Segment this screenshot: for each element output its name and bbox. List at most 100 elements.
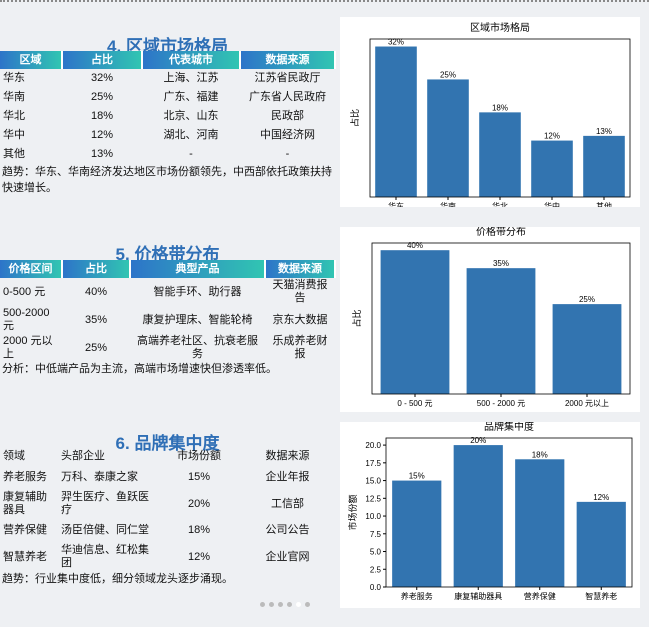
table-cell: 智能手环、助行器 bbox=[153, 285, 242, 298]
table-cell: 32% bbox=[90, 72, 114, 84]
chart-title: 区域市场格局 bbox=[470, 21, 530, 34]
header-cell: 价格区间 bbox=[0, 260, 63, 278]
table-cell: 智慧养老 bbox=[3, 550, 47, 563]
value-label: 12% bbox=[593, 493, 609, 502]
table-row: 其他 13% - - bbox=[0, 145, 335, 164]
table-cell: 广东、福建 bbox=[163, 91, 219, 103]
y-tick-label: 10.0 bbox=[365, 512, 381, 521]
table-cell: 康复护理床、智能轮椅 bbox=[142, 313, 253, 326]
bar bbox=[392, 480, 442, 587]
header-row: 价格区间 占比 典型产品 数据来源 bbox=[0, 260, 336, 278]
header-row: 区域 占比 代表城市 数据来源 bbox=[0, 51, 336, 69]
table-cell: 上海、江苏 bbox=[163, 72, 219, 84]
table-cell: 民政部 bbox=[271, 110, 304, 122]
section-title: 5. 价格带分布 bbox=[115, 245, 220, 264]
table-cell: 万科、泰康之家 bbox=[61, 471, 138, 483]
x-tick-label: 养老服务 bbox=[401, 591, 433, 601]
table-cell: 羿生医疗、鱼跃医疗 bbox=[61, 491, 149, 516]
table-cell: 华中 bbox=[3, 129, 25, 141]
header-cell: 占比 bbox=[62, 51, 143, 69]
table-cell: 企业官网 bbox=[265, 550, 310, 563]
table-cell: 华南 bbox=[3, 91, 25, 103]
value-label: 13% bbox=[596, 127, 612, 136]
data-table: 领域 头部企业 市场份额 数据来源 养老服务 万科、泰康之家 15% 企业年报 康复辅助器具 羿生… bbox=[0, 447, 335, 571]
table-cell: 0-500 元 bbox=[3, 285, 46, 298]
header-row: 领域 头部企业 市场份额 数据来源 bbox=[0, 447, 335, 465]
bar bbox=[576, 501, 626, 587]
header-cell: 区域 bbox=[0, 51, 63, 69]
header-cell: 头部企业 bbox=[61, 449, 105, 462]
y-tick-label: 7.5 bbox=[370, 530, 382, 539]
bar bbox=[375, 46, 417, 198]
table-cell: 其他 bbox=[3, 148, 25, 160]
note: 分析：中低端产品为主流，高端市场增速快但渗透率低。 bbox=[2, 363, 277, 375]
table-cell: 中国经济网 bbox=[260, 129, 315, 141]
y-tick-label: 5.0 bbox=[370, 548, 382, 557]
value-label: 25% bbox=[440, 70, 456, 79]
header-cell: 典型产品 bbox=[130, 260, 266, 278]
header-cell: 市场份额 bbox=[177, 449, 221, 462]
table-cell: 工信部 bbox=[271, 497, 304, 510]
table-row: 养老服务 万科、泰康之家 15% 企业年报 bbox=[0, 465, 335, 490]
bar bbox=[466, 268, 536, 394]
header-cell: 领域 bbox=[3, 449, 25, 462]
bar bbox=[583, 135, 625, 197]
table-cell: 高端养老社区、抗衰老服务 bbox=[137, 335, 258, 360]
table-row: 华东 32% 上海、江苏 江苏省民政厅 bbox=[0, 69, 335, 88]
table-row: 500-2000 元 35% 康复护理床、智能轮椅 京东大数据 bbox=[0, 306, 335, 334]
table-cell: 江苏省民政厅 bbox=[254, 72, 321, 84]
table-row: 智慧养老 华迪信息、红松集团 12% 企业官网 bbox=[0, 543, 335, 571]
table-cell: 汤臣倍健、同仁堂 bbox=[61, 524, 149, 536]
x-tick-label: 华东 bbox=[388, 201, 404, 207]
chart-title: 品牌集中度 bbox=[484, 422, 534, 433]
table-cell: 20% bbox=[187, 497, 211, 510]
table-cell: 北京、山东 bbox=[163, 110, 219, 122]
x-tick-label: 智慧养老 bbox=[585, 591, 617, 601]
bar bbox=[479, 112, 521, 197]
value-label: 18% bbox=[532, 450, 548, 459]
plot-frame bbox=[371, 242, 631, 395]
note: 趋势：华东、华南经济发达地区市场份额领先，中西部依托政策扶持快速增长。 bbox=[2, 166, 332, 194]
table-cell: 12% bbox=[90, 129, 114, 141]
table-cell: 养老服务 bbox=[3, 471, 47, 483]
header-cell: 数据来源 bbox=[265, 260, 336, 278]
table-row: 华南 25% 广东、福建 广东省人民政府 bbox=[0, 88, 335, 107]
y-tick-label: 20.0 bbox=[365, 441, 381, 450]
table-cell: - bbox=[285, 148, 290, 160]
table-cell: 25% bbox=[90, 91, 114, 103]
table-cell: 18% bbox=[90, 110, 114, 122]
data-table: 价格区间 占比 典型产品 数据来源 0-500 元 40% 智能手环、助行器 天猫消费报告 50… bbox=[0, 260, 336, 362]
table-cell: 公司公告 bbox=[265, 524, 310, 536]
y-tick-label: 12.5 bbox=[365, 494, 381, 503]
table-cell: 25% bbox=[84, 341, 108, 354]
table-cell: 华迪信息、红松集团 bbox=[61, 544, 149, 569]
table-cell: - bbox=[189, 148, 193, 160]
y-tick-label: 15.0 bbox=[365, 477, 381, 486]
bar bbox=[427, 79, 469, 197]
value-label: 40% bbox=[407, 241, 423, 250]
x-tick-label: 0 - 500 元 bbox=[397, 399, 432, 408]
y-axis-label: 市场份额 bbox=[347, 494, 358, 530]
table-cell: 乐成养老财报 bbox=[272, 335, 328, 360]
table-cell: 湖北、河南 bbox=[163, 129, 219, 141]
y-tick-label: 17.5 bbox=[365, 459, 381, 468]
data-table: 区域 占比 代表城市 数据来源 华东 32% 上海、江苏 江苏省民政厅 华南 25% 广东、福建 广东… bbox=[0, 51, 336, 164]
y-tick-label: 2.5 bbox=[370, 565, 382, 574]
plot-frame bbox=[385, 437, 633, 588]
table-cell: 华东 bbox=[3, 72, 25, 84]
table-row: 华中 12% 湖北、河南 中国经济网 bbox=[0, 126, 335, 145]
value-label: 20% bbox=[470, 436, 486, 445]
plot-frame bbox=[369, 38, 631, 198]
x-tick-label: 500 - 2000 元 bbox=[477, 399, 525, 408]
x-tick-label: 其他 bbox=[596, 201, 612, 207]
table-cell: 18% bbox=[187, 524, 211, 536]
x-tick-label: 华北 bbox=[492, 201, 508, 207]
table-cell: 12% bbox=[187, 550, 211, 563]
value-label: 25% bbox=[579, 295, 595, 304]
bar bbox=[380, 250, 450, 394]
chart-title: 价格带分布 bbox=[476, 227, 526, 238]
